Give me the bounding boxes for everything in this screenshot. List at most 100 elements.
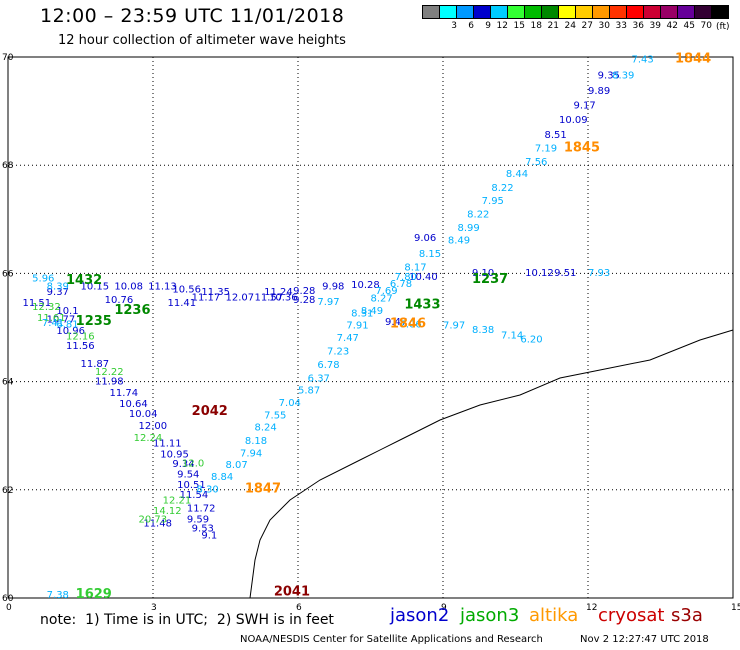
data-point-altika: 8.44 — [506, 169, 528, 180]
data-point-altika: 7.97 — [317, 297, 339, 308]
data-point-altika: 8.84 — [211, 472, 233, 483]
data-point-altika: 8.22 — [491, 183, 513, 194]
data-point-altika: 7.91 — [346, 321, 368, 332]
colorbar-label: 3 — [451, 21, 457, 31]
data-point-jason2: 9.37 — [47, 287, 69, 298]
data-point-jason2: 9.35 — [598, 71, 620, 82]
data-point-altika: 7.55 — [264, 410, 286, 421]
data-point-jason2: 10.28 — [351, 280, 380, 291]
data-point-altika: 7.41 — [42, 318, 64, 329]
data-point-altika: 7.95 — [482, 196, 504, 207]
legend-jason3: jason3 — [460, 605, 520, 626]
data-point-jason2: 10.56 — [172, 284, 201, 295]
data-point-altika: 6.20 — [520, 335, 542, 346]
colorbar-label: 33 — [615, 21, 627, 31]
data-point-jason2: 9.28 — [293, 295, 315, 306]
plot-frame — [7, 56, 734, 599]
footer-note: note: 1) Time is in UTC; 2) SWH is in fe… — [40, 612, 334, 628]
data-point-altika: 7.04 — [279, 398, 301, 409]
data-point-jason2: 9.47 — [385, 317, 407, 328]
data-point-jason2: 10.51 — [177, 480, 206, 491]
data-point-altika: 8.27 — [371, 294, 393, 305]
x-tick-label: 6 — [296, 603, 302, 613]
chart-title: 12:00 – 23:59 UTC 11/01/2018 — [40, 5, 345, 27]
data-point-altika: 6.78 — [317, 360, 339, 371]
data-point-jason3: 14.12 — [153, 506, 182, 517]
data-point-altika: 8.31 — [351, 309, 373, 320]
data-point-jason2: 11.57 — [255, 292, 284, 303]
data-point-jason2: 11.41 — [168, 298, 197, 309]
credit-text: NOAA/NESDIS Center for Satellite Applica… — [240, 634, 543, 645]
data-point-jason2: 10.77 — [47, 315, 76, 326]
data-point-jason2: 12.07 — [226, 292, 255, 303]
data-point-jason2: 8.51 — [545, 130, 567, 141]
colorbar-label: 12 — [496, 21, 508, 31]
data-point-jason3: 12.24 — [134, 433, 163, 444]
data-point-altika: 8.99 — [458, 223, 480, 234]
pass-time-label: 1432 — [66, 273, 102, 288]
data-point-jason2: 10.09 — [559, 115, 588, 126]
colorbar-label: 27 — [581, 21, 593, 31]
data-point-altika: 8.24 — [255, 422, 277, 433]
data-point-altika: 7.69 — [375, 286, 397, 297]
data-point-altika: 7.14 — [501, 330, 523, 341]
data-point-altika: 7.93 — [588, 268, 610, 279]
data-point-jason3: 1629 — [76, 587, 112, 602]
colorbar-label: 15 — [513, 21, 525, 31]
colorbar-labels: 3 6 9 12 15 18 21 24 27 30 33 36 39 42 45 70 — [423, 21, 712, 31]
colorbar-label: 6 — [468, 21, 474, 31]
x-tick-label: 12 — [586, 603, 597, 613]
data-point-altika: 6.37 — [308, 374, 330, 385]
data-point-altika: 7.97 — [443, 321, 465, 332]
data-point-jason2: 11.87 — [81, 359, 110, 370]
colorbar-label: 18 — [530, 21, 542, 31]
data-point-jason2: 10.36 — [269, 292, 298, 303]
legend-s3a: s3a — [671, 605, 703, 626]
data-point-altika: 8.18 — [245, 436, 267, 447]
colorbar-label: 45 — [683, 21, 695, 31]
x-tick-label: 15 — [731, 603, 740, 613]
data-point-altika: 6.78 — [390, 279, 412, 290]
data-point-altika: 8.49 — [448, 236, 470, 247]
legend-jason2: jason2 — [390, 605, 450, 626]
data-point-jason2: 11.48 — [143, 519, 172, 530]
data-point-jason2: 9.10 — [472, 268, 494, 279]
data-point-altika: 5.87 — [298, 386, 320, 397]
colorbar-label: 21 — [547, 21, 559, 31]
data-point-jason3: 20.73 — [139, 514, 168, 525]
data-point-jason2: 11.98 — [95, 376, 124, 387]
data-point-jason2: 11.11 — [153, 439, 182, 450]
data-point-jason2: 11.35 — [201, 287, 230, 298]
x-tick-label: 0 — [6, 603, 12, 613]
colorbar-label: 42 — [666, 21, 678, 31]
data-point-jason3: 12.21 — [163, 495, 192, 506]
data-point-jason2: 9.17 — [574, 100, 596, 111]
colorbar-unit: (ft) — [716, 22, 730, 32]
pass-time-label: 1235 — [76, 314, 112, 329]
data-point-jason3: 12.22 — [95, 367, 124, 378]
x-tick-label: 3 — [151, 603, 157, 613]
data-point-jason2: 9.06 — [414, 233, 436, 244]
data-point-altika: 7.94 — [240, 448, 262, 459]
data-point-jason2: 10.08 — [114, 282, 143, 293]
data-point-cryosat: 1844 — [675, 51, 711, 66]
data-point-jason2: 9.28 — [293, 286, 315, 297]
data-point-altika: 7.19 — [535, 144, 557, 155]
coastline — [249, 329, 734, 599]
colorbar — [422, 5, 729, 19]
colorbar-label: 39 — [649, 21, 661, 31]
colorbar-label: 36 — [632, 21, 644, 31]
timestamp-text: Nov 2 12:27:47 UTC 2018 — [580, 634, 709, 645]
legend-altika: altika — [529, 605, 579, 626]
data-point-jason2: 11.72 — [187, 503, 216, 514]
pass-time-label: 1236 — [114, 303, 150, 318]
colorbar-label: 30 — [598, 21, 610, 31]
data-point-s3a: 2041 — [274, 584, 310, 599]
data-point-jason2: 10.15 — [81, 282, 110, 293]
data-point-altika: 7.38 — [47, 590, 69, 601]
colorbar-label: 24 — [564, 21, 576, 31]
chart-subtitle: 12 hour collection of altimeter wave hei… — [58, 33, 346, 48]
data-point-altika: 8.15 — [419, 249, 441, 260]
data-point-jason3: 12.0 — [182, 459, 204, 470]
